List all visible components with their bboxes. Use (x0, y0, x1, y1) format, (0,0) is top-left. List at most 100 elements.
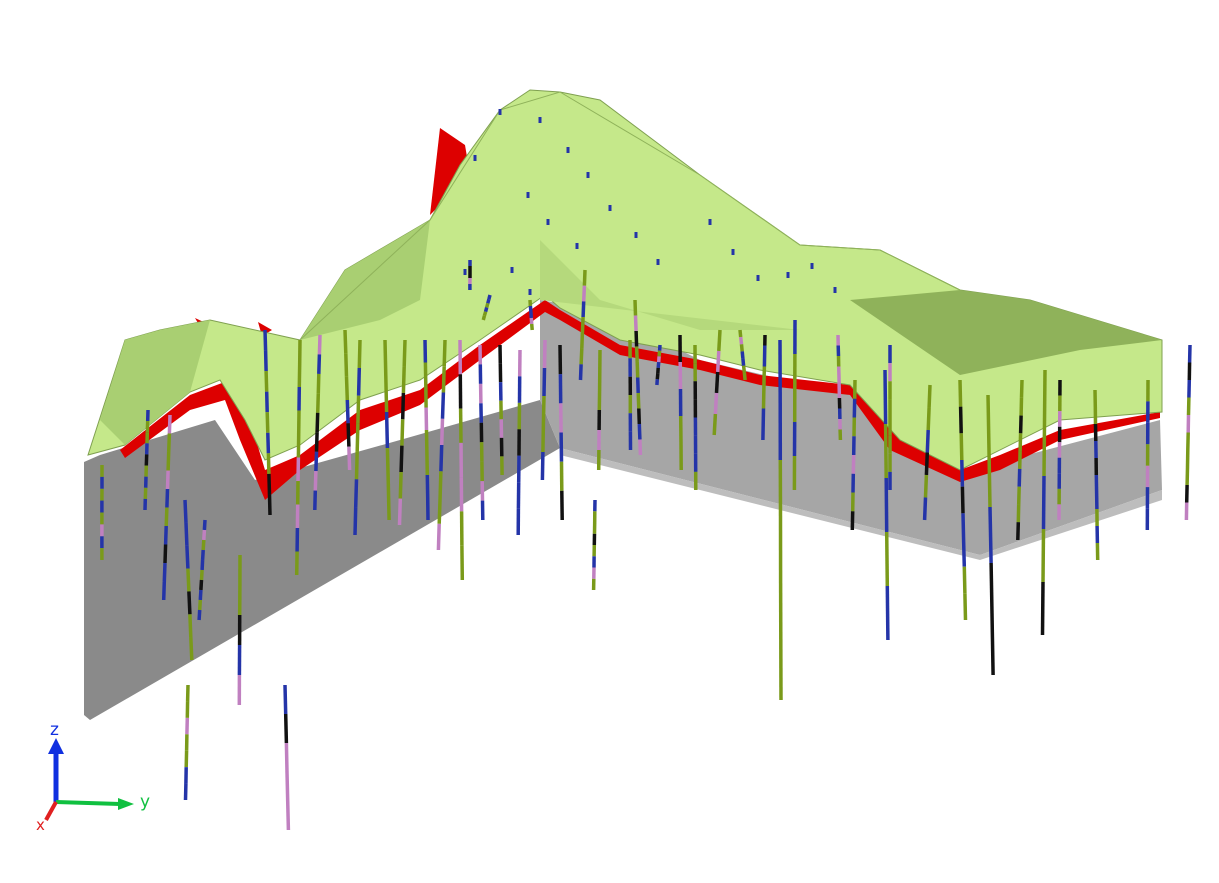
drillhole-segment[interactable] (485, 302, 490, 308)
drillhole-segment[interactable] (398, 472, 403, 499)
drillhole-segment[interactable] (344, 376, 350, 401)
drillhole-segment[interactable] (354, 451, 359, 480)
drillhole-collar[interactable] (708, 219, 712, 225)
drillhole-segment[interactable] (383, 339, 388, 377)
drillhole-segment[interactable] (1041, 528, 1046, 583)
drillhole-segment[interactable] (713, 392, 719, 415)
drillhole-segment[interactable] (356, 367, 362, 396)
drillhole-segment[interactable] (542, 367, 547, 397)
drillhole-collar[interactable] (634, 232, 638, 238)
drillhole-segment[interactable] (267, 494, 272, 516)
drillhole-segment[interactable] (540, 451, 545, 481)
drillhole-segment[interactable] (263, 350, 268, 372)
drillhole-segment[interactable] (637, 408, 642, 425)
drillhole-segment[interactable] (922, 497, 928, 521)
drillhole-segment[interactable] (655, 373, 660, 380)
drillhole-segment[interactable] (958, 406, 963, 434)
drillhole-collar[interactable] (510, 267, 514, 273)
drillhole-segment[interactable] (637, 423, 642, 440)
drillhole-segment[interactable] (438, 471, 443, 498)
drillhole-segment[interactable] (163, 544, 168, 564)
drillhole-segment[interactable] (481, 315, 487, 321)
drillhole-segment[interactable] (353, 507, 358, 536)
drillhole-segment[interactable] (189, 637, 194, 661)
drillhole-segment[interactable] (166, 451, 171, 471)
drillhole-collar[interactable] (526, 192, 530, 198)
drillhole-segment[interactable] (528, 305, 533, 313)
drillhole-segment[interactable] (162, 562, 167, 582)
drillhole-segment[interactable] (1016, 522, 1021, 541)
drillhole-segment[interactable] (440, 392, 446, 419)
drillhole-segment[interactable] (165, 470, 170, 490)
drillhole-segment[interactable] (165, 488, 170, 508)
drillhole-segment[interactable] (266, 453, 271, 474)
drillhole-segment[interactable] (345, 399, 350, 424)
drillhole-segment[interactable] (439, 444, 444, 472)
drillhole-segment[interactable] (200, 559, 205, 571)
drillhole-segment[interactable] (201, 539, 206, 551)
drillhole-segment[interactable] (884, 477, 889, 533)
drillhole-segment[interactable] (959, 433, 964, 461)
drillhole-segment[interactable] (186, 568, 191, 592)
drillhole-segment[interactable] (1040, 581, 1045, 636)
drillhole-segment[interactable] (580, 332, 585, 349)
drillhole-segment[interactable] (962, 566, 967, 594)
drillhole-segment[interactable] (161, 581, 167, 601)
drillhole-segment[interactable] (265, 412, 270, 433)
drillhole-segment[interactable] (634, 330, 639, 347)
drillhole-segment[interactable] (264, 371, 269, 392)
drillhole-segment[interactable] (439, 418, 445, 446)
drillhole-segment[interactable] (202, 519, 207, 531)
drillhole-segment[interactable] (579, 348, 584, 365)
drillhole-segment[interactable] (1041, 475, 1046, 530)
drillhole-segment[interactable] (356, 395, 361, 424)
drillhole-segment[interactable] (442, 339, 447, 367)
drillhole-segment[interactable] (740, 351, 745, 359)
drillhole-segment[interactable] (633, 299, 638, 316)
drillhole-segment[interactable] (316, 373, 321, 394)
drillhole-segment[interactable] (961, 513, 966, 541)
drillhole-segment[interactable] (988, 506, 993, 564)
drillhole-segment[interactable] (385, 447, 391, 485)
drillhole-segment[interactable] (883, 369, 888, 425)
drillhole-segment[interactable] (883, 423, 888, 479)
drillhole-segment[interactable] (315, 393, 321, 413)
drillhole-segment[interactable] (638, 439, 643, 456)
drillhole-segment[interactable] (317, 354, 322, 374)
drillhole-segment[interactable] (990, 618, 995, 676)
drillhole-segment[interactable] (582, 269, 587, 286)
drillhole-segment[interactable] (742, 372, 747, 381)
drillhole-segment[interactable] (541, 423, 546, 453)
drillhole-segment[interactable] (712, 413, 718, 436)
drillhole-collar[interactable] (833, 287, 837, 293)
drillhole-segment[interactable] (343, 329, 348, 354)
drillhole-segment[interactable] (1017, 468, 1022, 487)
drillhole-collar[interactable] (586, 172, 590, 178)
drillhole-collar[interactable] (473, 155, 477, 161)
drillhole-segment[interactable] (267, 473, 272, 495)
drillhole-segment[interactable] (164, 507, 169, 527)
drillhole-segment[interactable] (198, 589, 203, 601)
drillhole-segment[interactable] (197, 609, 202, 621)
drillhole-segment[interactable] (344, 353, 349, 377)
drillhole-segment[interactable] (384, 411, 390, 449)
drillhole-segment[interactable] (741, 358, 746, 366)
drillhole-collar[interactable] (546, 219, 550, 225)
drillhole-segment[interactable] (1042, 422, 1047, 477)
drillhole-segment[interactable] (925, 429, 930, 453)
drillhole-segment[interactable] (266, 432, 271, 454)
drillhole-segment[interactable] (738, 329, 743, 338)
drillhole-segment[interactable] (885, 585, 890, 641)
drillhole-segment[interactable] (399, 445, 404, 473)
drillhole-segment[interactable] (314, 451, 319, 472)
drillhole-segment[interactable] (285, 800, 291, 831)
drillhole-segment[interactable] (402, 339, 407, 367)
drillhole-segment[interactable] (166, 433, 172, 453)
drillhole-segment[interactable] (960, 459, 965, 487)
drillhole-segment[interactable] (541, 395, 546, 425)
drillhole-segment[interactable] (635, 377, 640, 394)
drillhole-segment[interactable] (400, 392, 406, 420)
drillhole-segment[interactable] (657, 350, 662, 357)
